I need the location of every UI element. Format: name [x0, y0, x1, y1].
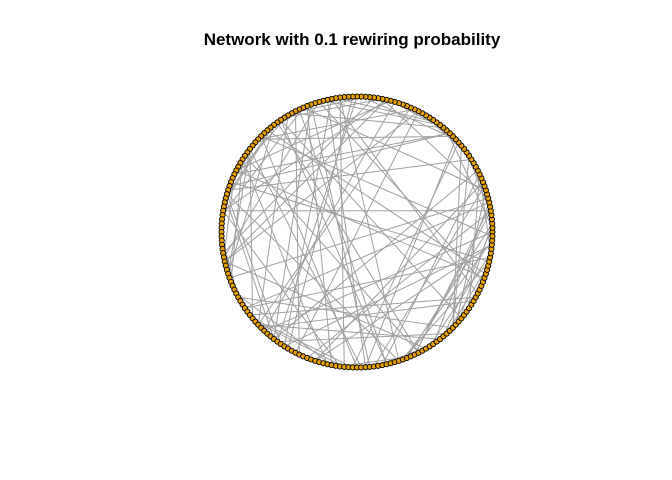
network-edge: [236, 100, 391, 171]
network-edge: [229, 197, 489, 279]
network-edge: [258, 324, 441, 340]
network-edge: [306, 105, 333, 366]
network-edge: [432, 202, 490, 345]
network-edge: [339, 97, 400, 361]
network-edge: [229, 132, 450, 187]
network-edge: [273, 104, 312, 340]
network-edge: [261, 300, 474, 329]
network-edge: [226, 194, 282, 345]
network-edge: [242, 159, 328, 365]
network-edge: [277, 333, 447, 343]
network-edge: [284, 244, 493, 347]
network-edge: [446, 265, 489, 334]
network-edge: [276, 96, 358, 342]
network-edge: [276, 122, 419, 353]
network-edge: [264, 231, 493, 332]
network-edge: [244, 155, 419, 354]
network-edge: [230, 181, 490, 263]
network-edge: [291, 112, 444, 129]
network-edge: [258, 135, 453, 140]
network-edge: [429, 252, 492, 347]
network-edge: [280, 119, 462, 319]
network-edge: [235, 293, 332, 366]
network-edge: [260, 135, 493, 237]
network-edge: [227, 148, 251, 274]
network-edge: [323, 100, 441, 126]
network-edge: [234, 132, 450, 175]
network-edge: [236, 170, 485, 279]
network-edge: [263, 101, 396, 332]
network-edge: [225, 127, 272, 199]
network-edge: [244, 201, 490, 309]
network-edge: [302, 107, 487, 191]
network-edge: [402, 240, 493, 360]
node-layer: [218, 93, 496, 371]
network-edge: [249, 296, 476, 316]
network-edge: [318, 101, 484, 283]
network-edge: [365, 139, 457, 368]
network-edge: [306, 210, 492, 359]
network-edge: [255, 321, 345, 368]
network-edge: [352, 142, 460, 368]
network-edge: [222, 107, 304, 216]
network-edge: [298, 109, 388, 365]
network-edge: [224, 110, 419, 262]
network-edge: [267, 129, 487, 275]
network-edge: [452, 145, 462, 328]
network-node: [489, 233, 496, 240]
network-edge: [244, 256, 491, 309]
network-edge: [222, 97, 375, 254]
network-edge: [335, 97, 437, 123]
network-edge: [382, 98, 489, 199]
plot-title: Network with 0.1 rewiring probability: [203, 30, 501, 49]
network-edge: [295, 111, 419, 353]
network-edge: [468, 174, 481, 309]
network-edge: [257, 115, 289, 325]
